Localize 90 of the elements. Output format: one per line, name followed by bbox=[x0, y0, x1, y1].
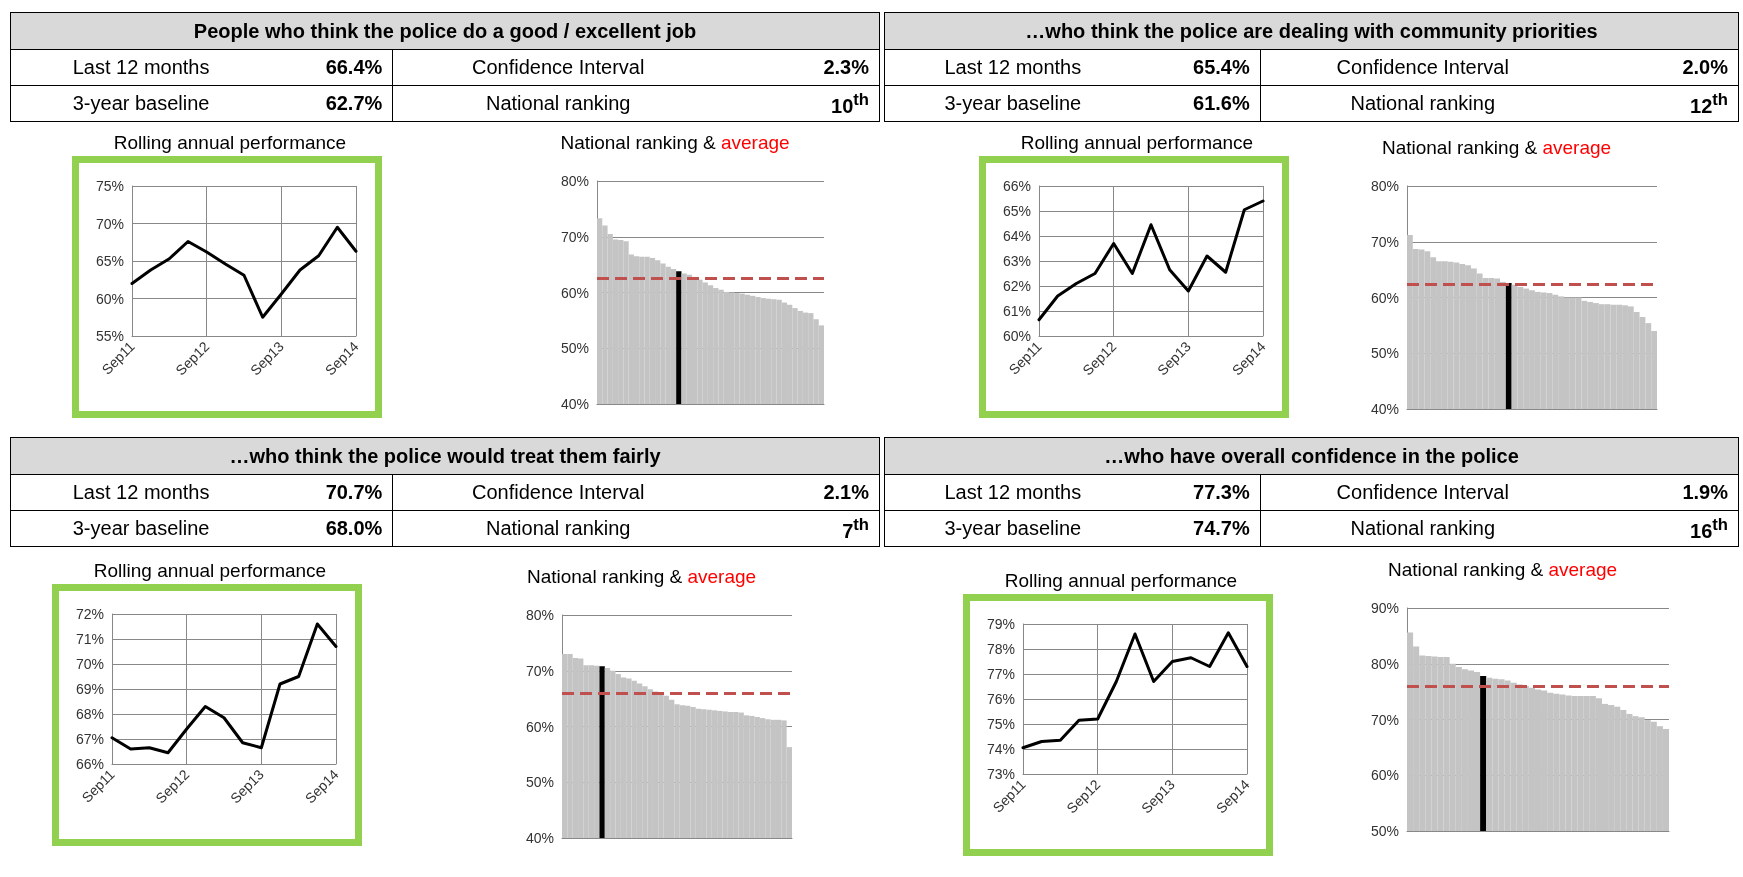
y-tick-label: 50% bbox=[560, 340, 589, 357]
y-tick-label: 76% bbox=[986, 691, 1015, 707]
text: Confidence Interval bbox=[392, 474, 724, 511]
text: National ranking bbox=[1260, 510, 1585, 547]
y-tick-label: 78% bbox=[986, 641, 1015, 657]
y-tick-label: 66% bbox=[1002, 178, 1031, 194]
text: …who think the police would treat them fairly bbox=[10, 437, 880, 475]
y-tick-label: 70% bbox=[525, 662, 554, 679]
y-tick-label: 70% bbox=[95, 215, 124, 232]
y-tick-label: 62% bbox=[1002, 278, 1031, 294]
text: 65.4% bbox=[1140, 49, 1261, 86]
y-tick-label: 80% bbox=[560, 173, 589, 189]
text: 62.7% bbox=[271, 85, 393, 122]
y-tick-label: 68% bbox=[75, 706, 104, 722]
y-tick-label: 50% bbox=[1370, 345, 1399, 362]
chart-title: National ranking & average bbox=[1381, 137, 1612, 158]
text: 3-year baseline bbox=[884, 85, 1141, 122]
y-tick-label: 75% bbox=[986, 716, 1015, 732]
text: 2.3% bbox=[723, 49, 880, 86]
text: 12$^{th}$ bbox=[1584, 85, 1739, 122]
y-tick-label: 61% bbox=[1002, 303, 1031, 319]
text: Confidence Interval bbox=[1260, 49, 1585, 86]
y-tick-label: 72% bbox=[75, 606, 104, 622]
chart-title: Rolling annual performance bbox=[93, 560, 327, 581]
text: 70.7% bbox=[271, 474, 393, 511]
y-tick-label: 65% bbox=[95, 253, 124, 269]
y-tick-label: 80% bbox=[525, 607, 554, 623]
text: People who think the police do a good / excellent job bbox=[10, 12, 880, 50]
y-tick-label: 60% bbox=[95, 290, 124, 307]
text: 1.9% bbox=[1584, 474, 1739, 511]
y-tick-label: 70% bbox=[1370, 233, 1399, 250]
text: 3-year baseline bbox=[10, 85, 272, 122]
y-tick-label: 55% bbox=[95, 328, 124, 344]
chart-title: Rolling annual performance bbox=[1004, 570, 1238, 591]
text: Last 12 months bbox=[10, 49, 272, 86]
text: Confidence Interval bbox=[1260, 474, 1585, 511]
text: 2.1% bbox=[723, 474, 880, 511]
y-tick-label: 75% bbox=[95, 178, 124, 194]
text: 66.4% bbox=[271, 49, 393, 86]
y-tick-label: 64% bbox=[1002, 228, 1031, 244]
y-tick-label: 66% bbox=[75, 756, 104, 772]
y-tick-label: 80% bbox=[1370, 655, 1399, 672]
y-tick-label: 67% bbox=[75, 731, 104, 747]
y-tick-label: 77% bbox=[986, 666, 1015, 682]
text: 77.3% bbox=[1140, 474, 1261, 511]
chart-title: National ranking & average bbox=[1387, 559, 1618, 580]
y-tick-label: 40% bbox=[525, 830, 554, 846]
y-tick-label: 70% bbox=[1370, 711, 1399, 728]
text: 7$^{th}$ bbox=[723, 510, 880, 547]
text: 61.6% bbox=[1140, 85, 1261, 122]
y-tick-label: 60% bbox=[560, 284, 589, 301]
y-tick-label: 60% bbox=[1370, 767, 1399, 784]
y-tick-label: 40% bbox=[1370, 401, 1399, 417]
y-tick-label: 80% bbox=[1370, 178, 1399, 194]
text: Last 12 months bbox=[884, 49, 1141, 86]
y-tick-label: 70% bbox=[560, 228, 589, 245]
y-tick-label: 60% bbox=[1370, 289, 1399, 306]
text: National ranking bbox=[392, 85, 724, 122]
text: National ranking bbox=[1260, 85, 1585, 122]
y-tick-label: 50% bbox=[1370, 823, 1399, 839]
text: 3-year baseline bbox=[10, 510, 272, 547]
text: 68.0% bbox=[271, 510, 393, 547]
y-tick-label: 74% bbox=[986, 741, 1015, 757]
text: National ranking bbox=[392, 510, 724, 547]
y-tick-label: 69% bbox=[75, 681, 104, 697]
y-tick-label: 60% bbox=[1002, 328, 1031, 344]
y-tick-label: 90% bbox=[1370, 600, 1399, 616]
y-tick-label: 40% bbox=[560, 396, 589, 412]
y-tick-label: 73% bbox=[986, 766, 1015, 782]
text: Last 12 months bbox=[884, 474, 1141, 511]
text: Confidence Interval bbox=[392, 49, 724, 86]
text: …who have overall confidence in the police bbox=[884, 437, 1739, 475]
y-tick-label: 70% bbox=[75, 656, 104, 672]
y-tick-label: 50% bbox=[525, 774, 554, 791]
text: 2.0% bbox=[1584, 49, 1739, 86]
text: 10$^{th}$ bbox=[723, 85, 880, 122]
chart-title: Rolling annual performance bbox=[113, 132, 347, 153]
chart-title: Rolling annual performance bbox=[1020, 132, 1254, 153]
y-tick-label: 79% bbox=[986, 616, 1015, 632]
y-tick-label: 65% bbox=[1002, 203, 1031, 219]
text: 3-year baseline bbox=[884, 510, 1141, 547]
chart-title: National ranking & average bbox=[560, 132, 790, 153]
chart-title: National ranking & average bbox=[526, 566, 757, 587]
y-tick-label: 60% bbox=[525, 718, 554, 735]
text: 74.7% bbox=[1140, 510, 1261, 547]
text: …who think the police are dealing with community priorities bbox=[884, 12, 1739, 50]
text: 16$^{th}$ bbox=[1584, 510, 1739, 547]
y-tick-label: 71% bbox=[75, 631, 104, 647]
text: Last 12 months bbox=[10, 474, 272, 511]
y-tick-label: 63% bbox=[1002, 253, 1031, 269]
